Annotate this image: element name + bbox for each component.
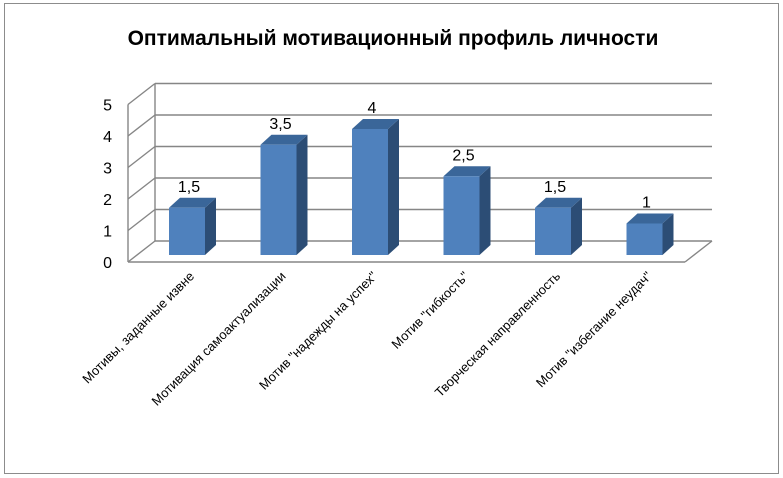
data-label: 4 <box>368 100 377 117</box>
bar-front <box>443 176 480 255</box>
y-tick-label: 1 <box>103 224 112 241</box>
grid <box>127 82 713 263</box>
x-tick-label: Мотив "гибкость" <box>388 268 471 351</box>
data-label: 1,5 <box>544 179 566 196</box>
bar-side <box>388 119 399 255</box>
bars <box>169 119 674 255</box>
gridline-wall <box>127 145 156 169</box>
data-label: 2,5 <box>452 147 474 164</box>
gridline-wall <box>127 208 156 232</box>
y-tick-label: 2 <box>103 192 112 209</box>
y-tick-label: 0 <box>103 255 112 272</box>
bar-side <box>571 197 582 255</box>
gridline-wall <box>127 82 156 106</box>
bar-front <box>169 207 205 255</box>
bar-side <box>662 213 674 255</box>
bar-top <box>626 213 674 224</box>
bar-front <box>626 223 663 255</box>
bar-top <box>169 197 216 208</box>
bar-top <box>352 119 399 129</box>
bar-front <box>260 144 297 255</box>
y-axis-ticks: 0 1 2 3 4 5 <box>103 98 112 273</box>
bar <box>626 213 674 255</box>
bar <box>535 197 582 255</box>
data-label: 1 <box>642 195 651 212</box>
bar-front <box>352 129 388 255</box>
bar-side <box>205 197 216 255</box>
bar <box>352 119 399 255</box>
y-tick-label: 4 <box>103 129 112 146</box>
bar <box>443 166 491 255</box>
data-label: 3,5 <box>269 116 291 133</box>
bar <box>169 197 216 255</box>
floor-right-edge <box>684 240 713 263</box>
bar <box>260 134 308 255</box>
y-tick-label: 5 <box>103 98 112 115</box>
gridline-wall <box>127 114 156 137</box>
bar-top <box>535 197 582 208</box>
bar-front <box>535 207 571 255</box>
gridline-wall <box>127 240 156 263</box>
data-labels: 1,5 3,5 4 2,5 1,5 1 <box>178 100 651 212</box>
bar-side <box>296 134 308 255</box>
bar-top <box>260 134 308 145</box>
chart-title: Оптимальный мотивационный профиль личнос… <box>128 27 659 50</box>
gridline-wall <box>127 177 156 200</box>
bar-top <box>443 166 491 177</box>
bar-side <box>479 166 491 255</box>
data-label: 1,5 <box>178 179 200 196</box>
y-tick-label: 3 <box>103 161 112 178</box>
